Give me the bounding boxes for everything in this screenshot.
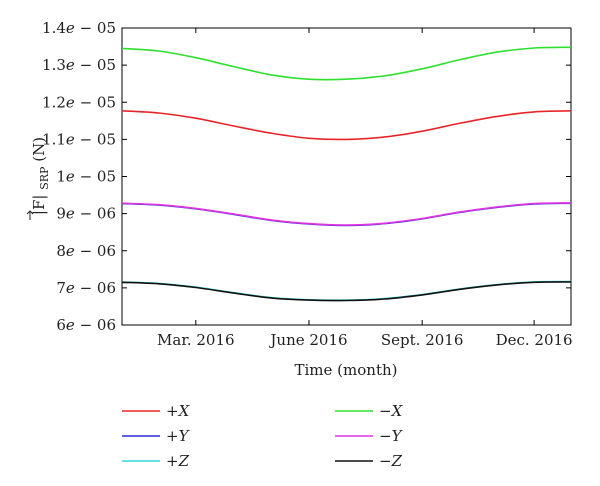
series-line-0	[121, 110, 572, 141]
y-axis-title: |F| SRP (N)	[26, 137, 52, 220]
legend-label: −X	[379, 402, 404, 420]
legend-label: +Y	[166, 427, 191, 445]
y-tick-label: 7e − 06	[56, 279, 116, 297]
y-axis-title-unit: (N)	[30, 137, 48, 162]
legend-label: +X	[166, 402, 191, 420]
y-tick-label: 1e − 05	[56, 168, 116, 186]
legend: +X −X +Y −Y +Z −Z	[122, 402, 404, 470]
legend-item: −X	[335, 402, 404, 420]
y-axis-title-base: |F|	[30, 195, 48, 216]
series-line-5	[121, 281, 572, 302]
x-tick-label: Sept. 2016	[381, 331, 464, 349]
series-layer	[121, 46, 572, 302]
legend-item: +X	[122, 402, 191, 420]
y-tick-label: 1.1e − 05	[42, 130, 116, 148]
x-tick-label: Dec. 2016	[496, 331, 573, 349]
legend-label: −Y	[379, 427, 404, 445]
legend-item: +Z	[122, 452, 190, 470]
series-line-3	[121, 202, 572, 226]
y-tick-label: 9e − 06	[56, 205, 116, 223]
y-tick-label: 6e − 06	[56, 316, 116, 334]
plot-frame	[121, 27, 572, 326]
legend-label: −Z	[379, 452, 403, 470]
legend-item: +Y	[122, 427, 191, 445]
x-tick-label: June 2016	[268, 331, 347, 349]
legend-item: −Z	[335, 452, 403, 470]
y-axis-title-vector-arrow	[26, 210, 34, 220]
legend-label: +Z	[166, 452, 190, 470]
y-tick-label: 1.2e − 05	[42, 93, 116, 111]
svg-text:|F| SRP (N): |F| SRP (N)	[30, 137, 52, 215]
y-tick-label: 1.4e − 05	[42, 19, 116, 37]
legend-item: −Y	[335, 427, 404, 445]
x-axis-title: Time (month)	[295, 361, 398, 379]
x-tick-label: Mar. 2016	[157, 331, 235, 349]
tick-layer: 6e − 06 7e − 06 8e − 06 9e − 06 1e − 05 1.1e …	[42, 19, 573, 349]
y-tick-label: 1.3e − 05	[42, 56, 116, 74]
series-line-1	[121, 46, 572, 81]
y-tick-label: 8e − 06	[56, 242, 116, 260]
y-axis-title-sub: SRP	[38, 166, 51, 190]
